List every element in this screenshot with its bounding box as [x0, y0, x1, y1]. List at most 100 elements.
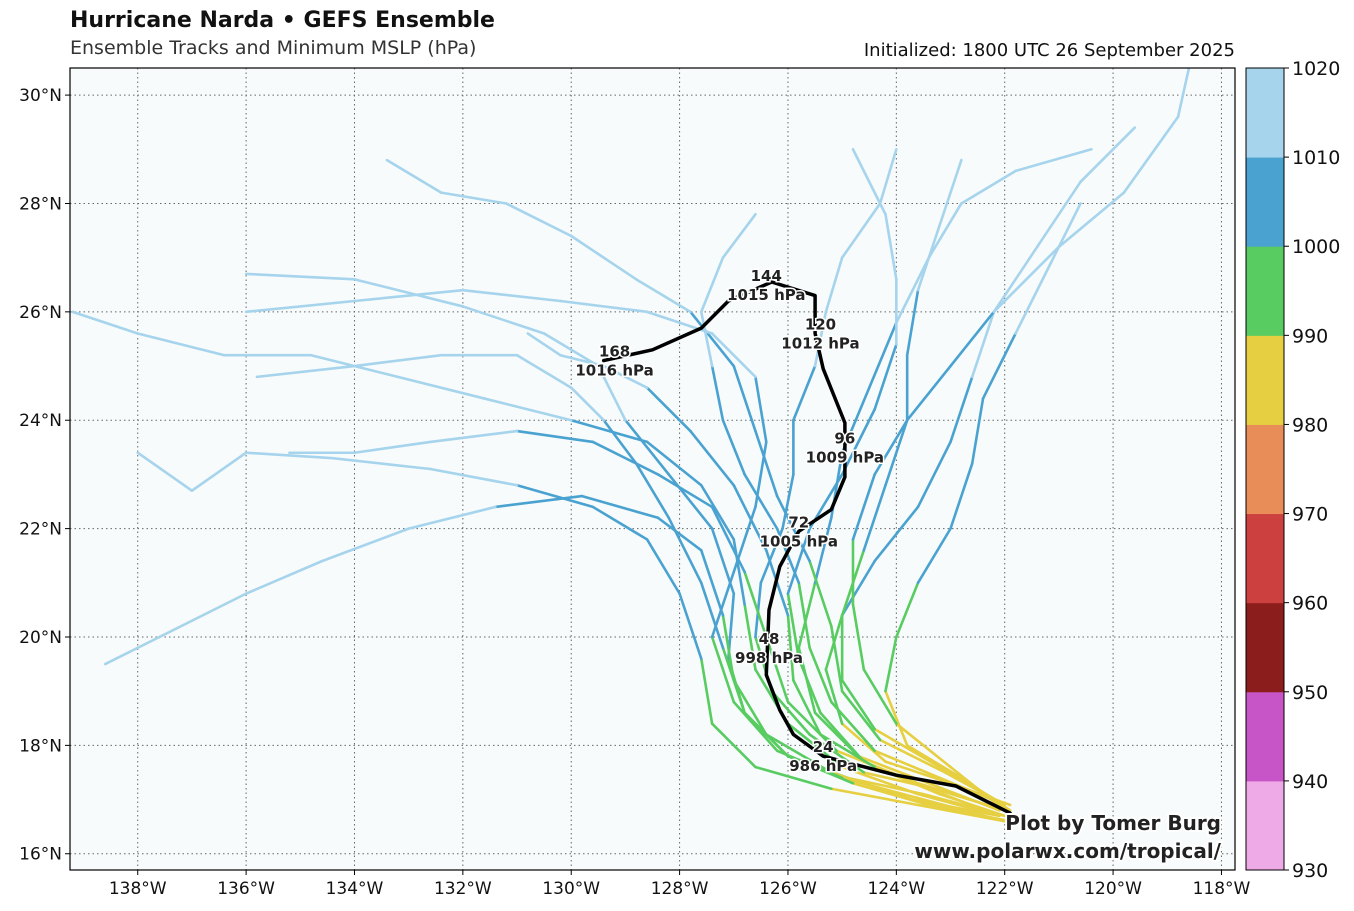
member-segment	[569, 386, 606, 422]
member-segment	[645, 538, 681, 595]
mean-pressure-label: 998 hPa	[735, 649, 803, 667]
member-segment	[786, 614, 795, 682]
member-segment	[515, 353, 573, 390]
member-segment	[721, 646, 746, 715]
plot-background	[70, 68, 1235, 870]
member-segment	[927, 803, 1012, 823]
member-segment	[873, 505, 920, 563]
gridlines	[70, 68, 1235, 870]
member-segment	[840, 679, 876, 731]
member-segment	[970, 310, 996, 379]
colorbar-bin	[1246, 68, 1284, 158]
member-segment	[504, 202, 573, 238]
member-segment	[764, 733, 833, 774]
x-tick-label: 118°W	[1193, 879, 1251, 899]
member-segment	[1014, 147, 1093, 173]
mean-track-line	[601, 280, 1012, 815]
mean-hour-label: 144	[751, 267, 782, 285]
member-segment	[244, 451, 335, 460]
member-segment	[916, 781, 1007, 812]
member-segment	[840, 776, 925, 801]
colorbar-bin	[1246, 780, 1284, 871]
colorbar-bin	[1246, 246, 1284, 336]
member-segment	[851, 147, 887, 216]
member-segment	[916, 440, 952, 509]
member-segment	[916, 527, 952, 585]
member-segment	[808, 559, 833, 628]
y-tick-label: 24°N	[19, 411, 62, 431]
plot-frame	[69, 67, 1236, 871]
member-segment	[786, 754, 855, 785]
member-segment	[244, 299, 356, 314]
member-segment	[743, 711, 790, 758]
member-segment	[938, 158, 963, 227]
mean-hour-label: 96	[834, 429, 855, 447]
member-segment	[840, 559, 876, 617]
member-segment	[873, 749, 941, 780]
y-tick-label: 20°N	[19, 628, 62, 648]
member-segment	[689, 429, 736, 487]
ensemble-member-track	[851, 68, 1191, 812]
ensemble-member-track	[136, 451, 1007, 823]
member-segment	[429, 467, 519, 487]
colorbar-bin	[1246, 335, 1284, 425]
member-segment	[884, 689, 909, 747]
x-tick-label: 130°W	[542, 879, 600, 899]
member-segment	[353, 288, 465, 303]
member-segment	[699, 581, 725, 650]
member-segment	[624, 418, 671, 476]
member-segment	[781, 473, 795, 530]
colorbar-tick-label: 1000	[1292, 236, 1340, 258]
colorbar-bin	[1246, 513, 1284, 604]
member-segment	[158, 592, 248, 639]
member-segment	[938, 792, 1007, 818]
member-segment	[244, 272, 356, 281]
member-segment	[949, 375, 974, 444]
member-segment	[840, 689, 882, 742]
member-segment	[353, 440, 432, 455]
member-segment	[851, 603, 866, 671]
member-segment	[732, 679, 768, 736]
member-segment	[494, 494, 584, 509]
member-segment	[819, 711, 866, 763]
member-segment	[840, 765, 920, 796]
member-segment	[699, 483, 736, 541]
mean-hour-label: 120	[805, 316, 836, 334]
member-segment	[255, 364, 356, 379]
member-segment	[353, 278, 465, 308]
colorbar-tick-label: 1020	[1292, 58, 1340, 80]
member-segment	[878, 147, 898, 205]
colorbar-tick-label: 950	[1292, 682, 1328, 704]
member-segment	[597, 364, 627, 422]
member-segment	[710, 332, 757, 379]
member-segment	[353, 353, 443, 368]
colorbar-bin	[1246, 691, 1284, 782]
member-segment	[797, 581, 811, 650]
member-segment	[1014, 267, 1050, 335]
member-segment	[840, 202, 882, 259]
member-segment	[992, 245, 1061, 314]
member-segment	[710, 364, 725, 422]
member-segment	[396, 375, 486, 400]
y-tick-label: 30°N	[19, 86, 62, 106]
member-segment	[759, 527, 784, 585]
member-segment	[873, 727, 941, 769]
initialized-time: Initialized: 1800 UTC 26 September 2025	[863, 40, 1235, 61]
member-segment	[851, 473, 876, 541]
member-segment	[808, 646, 833, 704]
member-segment	[461, 305, 546, 335]
member-segment	[721, 213, 757, 259]
member-segment	[851, 781, 931, 807]
member-segment	[754, 765, 833, 791]
member-segment	[905, 288, 920, 357]
member-segment	[867, 321, 898, 390]
member-segment	[331, 456, 432, 471]
credit-url: www.polarwx.com/tropical/	[914, 839, 1221, 863]
member-segment	[1122, 115, 1180, 194]
ensemble-mean	[601, 280, 1012, 815]
member-segment	[721, 614, 736, 682]
colorbar-tick-label: 1010	[1292, 147, 1340, 169]
member-segment	[878, 738, 947, 774]
